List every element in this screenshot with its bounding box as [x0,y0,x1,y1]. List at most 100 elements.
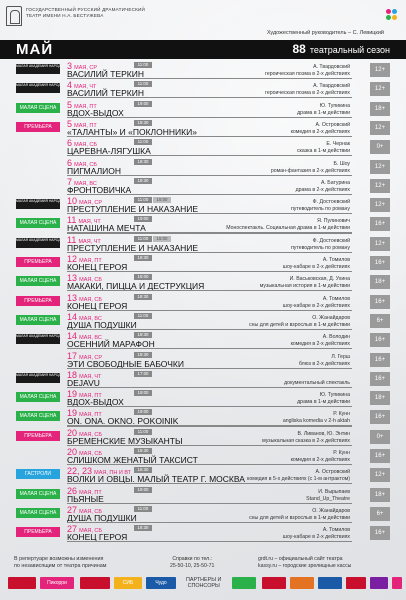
row-divider [67,251,352,253]
event-day: 5 [67,99,73,110]
event-times: 11:00 [134,81,152,89]
event-time: 15:00 [153,197,171,204]
event-time: 11:00 [134,139,152,146]
row-divider [67,309,352,311]
event-title: Душа подушки [67,512,137,523]
event-weekday: мая, пн и вт [94,470,131,477]
event-tag: Малая сцена [16,507,60,518]
event-title: Наташина мечта [67,223,146,234]
event-tag: Гастроли [16,469,60,480]
event-date: 7 мая, вс [67,177,97,188]
event-date: 18 мая, чт [67,370,101,381]
event-times: 18:30 [134,467,152,475]
event-day: 17 [67,350,78,361]
phones-numbers: 25-50-10, 25-50-71 [170,562,215,569]
tickets-link[interactable]: kassy.ru – городские зрелищные кассы [258,562,352,569]
partner-logo: Пикорри [40,577,74,589]
event-weekday: мая, сб [79,277,102,284]
event-genre: комедия в 2-х действиях [290,341,350,348]
event-author: Р. Кунн [333,411,350,418]
event-title: Конец героя [67,300,128,311]
event-tag: Малая академия народного искусства [16,237,60,248]
event-tag: Малая сцена [16,314,60,325]
event-genre: сны для детей и взрослых в 1-м действии [249,514,350,521]
age-rating: 16+ [370,526,390,541]
event-title: Пигмалион [67,165,122,176]
event-weekday: мая, сб [79,451,102,457]
site-info: grdt.ru – официальный сайт театра kassy.… [258,556,398,569]
event-weekday: мая, вс [74,180,97,187]
age-rating: 12+ [370,236,390,251]
event-weekday: мая, сб [74,161,97,168]
partner-logo [262,577,286,589]
event-title: Преступление и наказание [67,204,199,215]
row-divider [67,464,352,466]
row-divider [67,483,352,485]
row-divider [67,271,352,273]
event-title: Конец героя [67,262,128,272]
event-time: 11:00 [134,197,152,204]
schedule-row: Малая академия народного искусства 11 мая… [0,235,406,254]
row-divider [67,502,352,504]
schedule-row: Малая академия народного искусства 4 мая,… [0,81,406,99]
event-date: 14 мая, вс [67,312,102,323]
event-time: 18:30 [134,332,152,339]
event-time: 19:00 [134,409,152,416]
event-author: О. Жанайдаров [312,314,350,321]
header: Государственный русский драматический те… [0,0,406,62]
event-author: И. Вырыпаев [318,488,350,495]
event-weekday: мая, сб [79,508,102,515]
event-title: «Таланты» и «Поклонники» [67,126,197,137]
event-times: 18:30 [134,332,152,340]
row-divider [67,232,352,234]
event-title: Dejavu [67,377,100,388]
row-divider [67,290,352,292]
row-divider [67,213,352,215]
event-tag: Премьера [16,295,60,306]
event-day: 22, 23 [67,466,93,477]
partner-logo [290,577,314,589]
age-rating: 12+ [370,159,390,174]
event-author: А. Томилов [322,257,350,263]
age-rating: 12+ [370,120,390,135]
event-genre: комедия в 2-х действиях [290,457,350,463]
schedule-row: Малая сцена 5 мая, пт Вдох-выдох 19:00 Ю. Ту… [0,99,406,119]
schedule-row: 6 мая, сб Царевна-лягушка 11:00 Е. Чернак ск… [0,139,406,157]
event-title: ON. ONA. OKNO. POKOINIK [67,416,179,427]
row-divider [67,97,352,99]
event-times: 18:00 [134,274,152,282]
event-times: 19:00 [134,486,152,495]
event-day: 5 [67,118,73,129]
event-weekday: мая, вс [79,335,102,342]
schedule-row: Малая сцена 27 мая, сб Душа подушки 11:00 О.… [0,504,406,524]
event-tag: Малая академия народного искусства [16,334,60,345]
schedule-row: Малая академия народного искусства 18 мая… [0,370,406,389]
schedule-row: Премьера 20 мая, сб Бременские музыканты 11… [0,428,406,447]
event-time: 15:00 [153,235,171,242]
season-label: 88 театральный сезон [292,42,390,56]
event-author: А. Твардовский [313,83,350,90]
partners-label-line2: СПОНСОРЫ [187,583,220,589]
event-tag: Малая сцена [16,102,60,113]
event-date: 26 мая, пт [67,486,102,497]
schedule-row: Малая сцена 14 мая, вс Душа подушки 11:00 О.… [0,312,406,331]
schedule-row: Малая сцена 19 мая, пт ON. ONA. OKNO. POKO… [0,409,406,427]
event-weekday: мая, чт [78,219,101,226]
event-tag: Малая академия народного искусства [16,64,60,74]
event-day: 27 [67,504,78,515]
partner-logo [232,577,256,589]
site-link[interactable]: grdt.ru – официальный сайт театра [258,556,343,562]
event-times: 11:00 [134,139,152,147]
event-time: 11:00 [134,505,152,512]
season-text: театральный сезон [309,45,390,55]
schedule-row: 20 мая, сб Слишком женатый таксист 18:30 Р.… [0,448,406,466]
event-times: 19:00 [134,100,152,109]
event-genre: комедия в 2-х действиях [290,128,350,135]
row-divider [67,444,352,446]
age-rating: 16+ [370,449,390,463]
event-day: 19 [67,389,78,400]
event-date: 4 мая, чт [67,81,96,91]
event-weekday: мая, ср [79,200,103,207]
theatre-name-line2: театр имени Н.А. Бестужева [26,13,104,18]
event-weekday: мая, сб [79,528,102,535]
